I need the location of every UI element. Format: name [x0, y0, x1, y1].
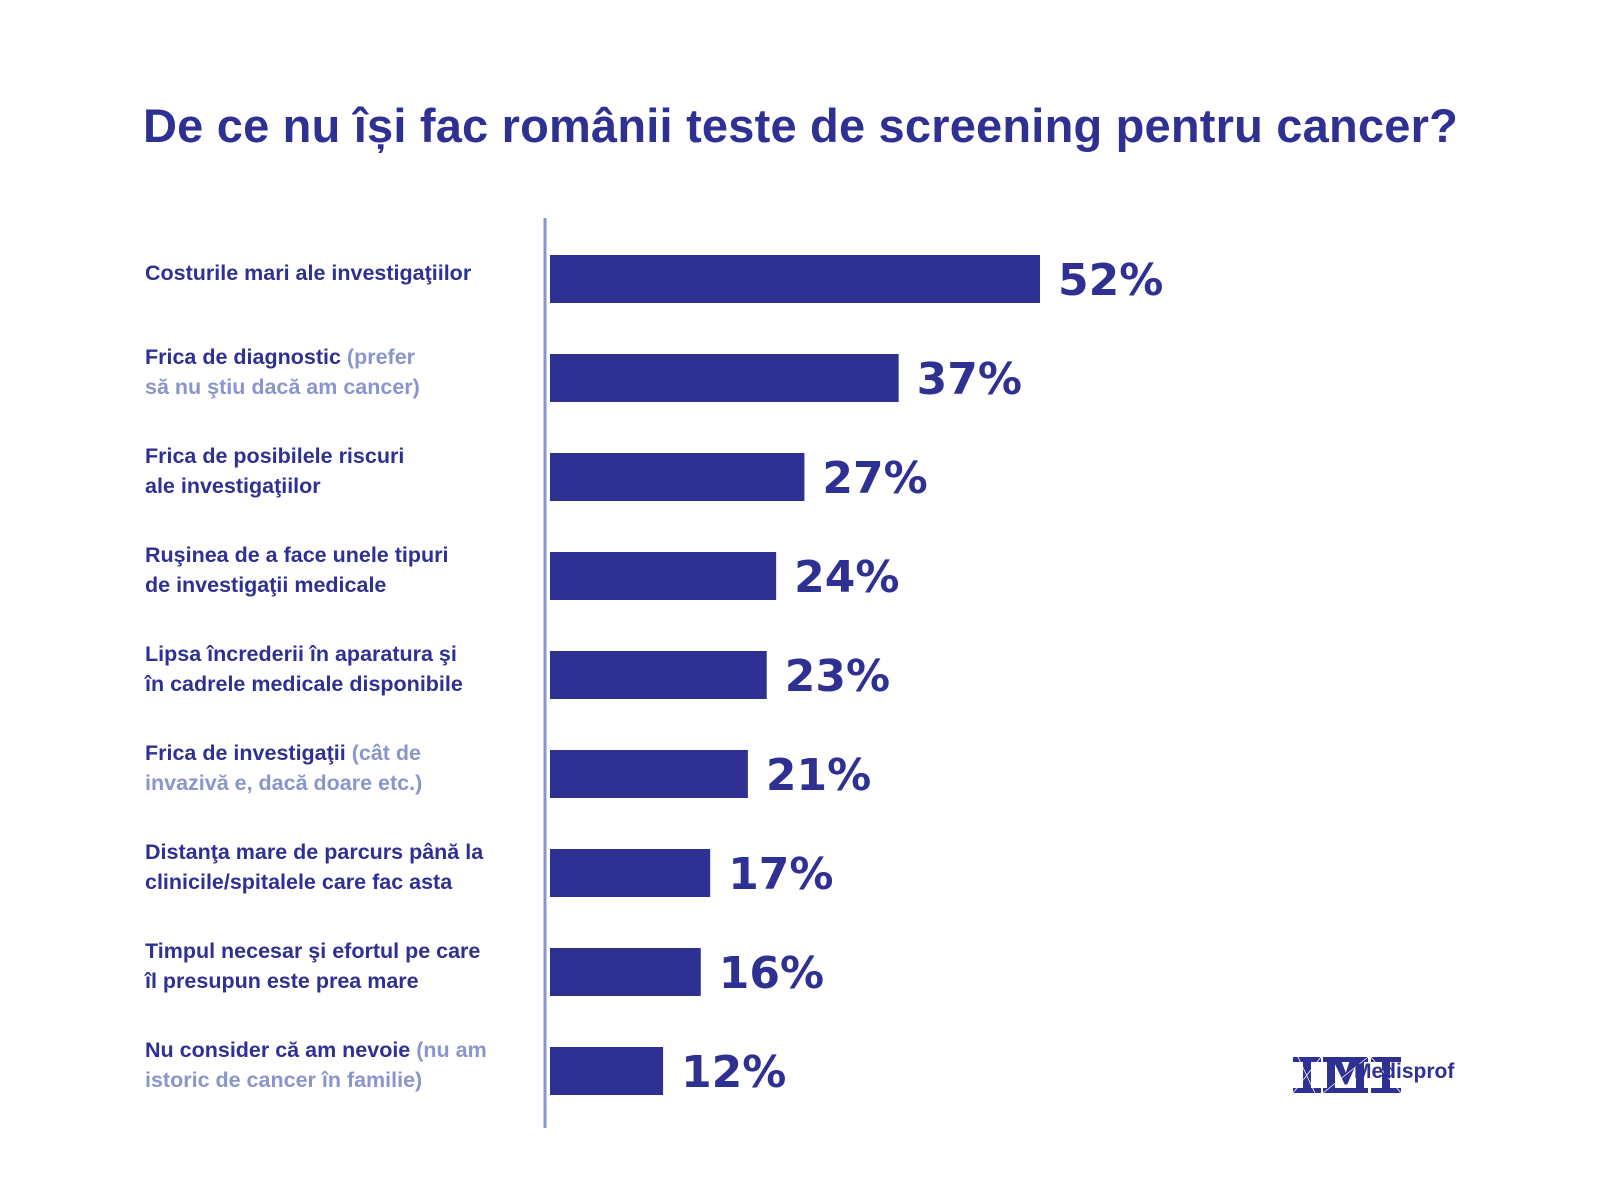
bar-value-label: 24% [794, 552, 899, 603]
brand-name: Medisprof [1354, 1060, 1455, 1083]
category-label-text: Frica de investigaţii [145, 741, 346, 765]
category-label-text: Nu consider că am nevoie [145, 1038, 411, 1062]
category-label: Ruşinea de a face unele tipuri de investi… [145, 540, 515, 600]
bar-value-label: 12% [681, 1047, 786, 1098]
category-label-text: Distanţa mare de parcurs până la [145, 840, 484, 864]
category-label-text: Timpul necesar şi efortul pe care [145, 939, 481, 963]
category-label-text: Lipsa încrederii în aparatura şi [145, 642, 457, 666]
medisprof-logo-icon [1292, 1056, 1402, 1094]
category-label-text: de investigaţii medicale [145, 573, 387, 597]
bars-group: 52% 37% 27% 24% 23% 21% 17% 16% 12% [550, 255, 1163, 1098]
category-label-text: ale investigaţiilor [145, 474, 321, 498]
category-label: Costurile mari ale investigaţiilor [145, 258, 515, 288]
category-label-text: Frica de diagnostic [145, 345, 341, 369]
category-label-text: clinicile/spitalele care fac asta [145, 870, 453, 894]
category-label: Frica de diagnostic (prefer să nu ştiu da… [145, 342, 515, 402]
bar [550, 354, 899, 402]
category-label: Distanţa mare de parcurs până la clinicil… [145, 837, 515, 897]
bar [550, 849, 711, 897]
category-label-note: (cât de [345, 741, 422, 765]
bar-value-label: 21% [766, 750, 871, 801]
category-label-note: să nu ştiu dacă am cancer) [145, 375, 420, 399]
bar [550, 750, 748, 798]
bar-value-label: 52% [1058, 255, 1163, 306]
bar [550, 651, 767, 699]
category-label-note: istoric de cancer în familie) [145, 1068, 423, 1092]
chart-title: De ce nu își fac românii teste de screen… [143, 99, 1458, 152]
bar-value-label: 37% [917, 354, 1022, 405]
category-label-text: îl presupun este prea mare [145, 969, 419, 993]
category-label-text: Ruşinea de a face unele tipuri [145, 543, 449, 567]
bar [550, 552, 777, 600]
category-label: Nu consider că am nevoie (nu am istoric d… [145, 1035, 515, 1095]
bar-value-label: 23% [785, 651, 890, 702]
category-label: Frica de investigaţii (cât de invazivă e,… [145, 738, 515, 798]
category-label-text: în cadrele medicale disponibile [145, 672, 463, 696]
bar-value-label: 16% [719, 948, 824, 999]
category-label-text: Costurile mari ale investigaţiilor [145, 261, 472, 285]
bar [550, 255, 1040, 303]
bar [550, 948, 701, 996]
category-label: Timpul necesar şi efortul pe care îl pres… [145, 936, 515, 996]
category-label-note: (nu am [410, 1038, 487, 1062]
bar-value-label: 27% [822, 453, 927, 504]
category-label-note: (prefer [340, 345, 416, 369]
category-label-note: invazivă e, dacă doare etc.) [145, 771, 423, 795]
bar [550, 1047, 664, 1095]
bar-value-label: 17% [728, 849, 833, 900]
category-label-text: Frica de posibilele riscuri [145, 444, 405, 468]
bar [550, 453, 805, 501]
category-label: Frica de posibilele riscuri ale investiga… [145, 441, 515, 501]
category-label: Lipsa încrederii în aparatura şi în cadre… [145, 639, 515, 699]
